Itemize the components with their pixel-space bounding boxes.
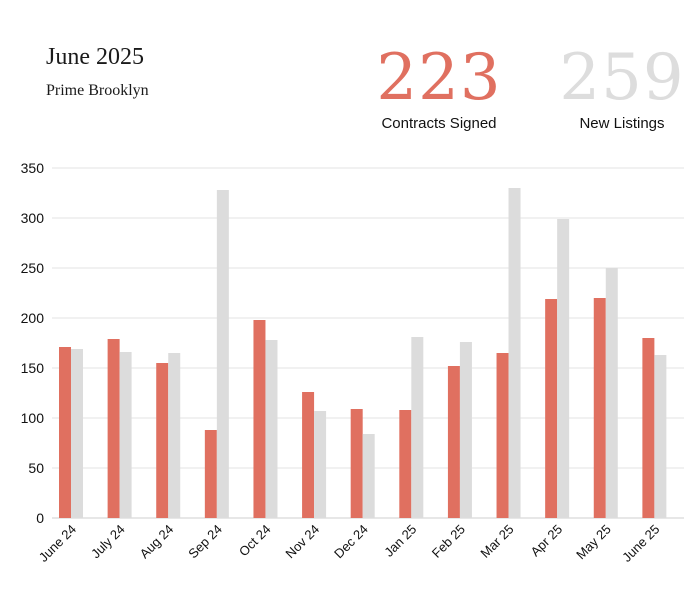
contracts-bar	[496, 353, 509, 518]
contracts-bar	[253, 320, 266, 518]
report-subtitle: Prime Brooklyn	[46, 82, 149, 99]
x-tick-label: June 25	[619, 522, 662, 565]
contracts-bar	[399, 410, 412, 518]
x-tick-label: Apr 25	[528, 522, 566, 560]
contracts-bar	[593, 298, 606, 518]
contracts-bar	[642, 338, 655, 518]
contracts-bar	[156, 363, 169, 518]
contracts-bar	[302, 392, 315, 518]
y-tick-label: 350	[21, 160, 45, 176]
contracts-bar	[59, 347, 71, 518]
listings-bar	[362, 434, 375, 518]
y-tick-label: 100	[21, 410, 45, 426]
contracts-bar	[545, 299, 558, 518]
y-tick-label: 300	[21, 210, 45, 226]
contracts-signed-value: 223	[376, 41, 502, 115]
y-tick-label: 150	[21, 360, 45, 376]
listings-bar	[314, 411, 327, 518]
x-tick-label: May 25	[573, 522, 614, 563]
contracts-bar	[447, 366, 460, 518]
new-listings-value: 259	[559, 41, 685, 115]
x-tick-label: Aug 24	[137, 522, 177, 562]
x-tick-label: June 24	[36, 522, 79, 565]
listings-bar	[508, 188, 521, 518]
y-tick-label: 200	[21, 310, 45, 326]
listings-bar	[411, 337, 424, 518]
listings-bar	[654, 355, 667, 518]
bars	[59, 188, 667, 518]
listings-bar	[265, 340, 278, 518]
listings-bar	[459, 342, 472, 518]
listings-bar	[71, 349, 83, 518]
contracts-bar	[204, 430, 217, 518]
report-title: June 2025	[46, 44, 144, 70]
x-tick-label: Jan 25	[381, 522, 419, 560]
x-tick-label: Feb 25	[429, 522, 468, 561]
x-tick-label: Oct 24	[236, 522, 274, 560]
contracts-signed-label: Contracts Signed	[381, 115, 497, 132]
y-tick-label: 50	[28, 460, 44, 476]
contracts-bar	[350, 409, 363, 518]
x-tick-label: Sep 24	[185, 522, 225, 562]
y-tick-label: 0	[36, 510, 44, 526]
x-tick-label: July 24	[88, 522, 128, 562]
new-listings-label: New Listings	[579, 115, 665, 132]
listings-bar	[119, 352, 132, 518]
listings-bar	[168, 353, 181, 518]
listings-bar	[605, 268, 618, 518]
x-tick-label: Nov 24	[282, 522, 322, 562]
y-axis-ticks: 0 50 100 150 200 250 300 350	[21, 160, 45, 526]
x-axis-ticks: June 24 July 24 Aug 24 Sep 24 Oct 24 Nov 24 De…	[36, 522, 663, 565]
y-tick-label: 250	[21, 260, 45, 276]
x-tick-label: Mar 25	[477, 522, 516, 561]
x-tick-label: Dec 24	[331, 522, 371, 562]
contracts-bar	[107, 339, 120, 518]
listings-bar	[557, 219, 570, 518]
listings-bar	[216, 190, 229, 518]
